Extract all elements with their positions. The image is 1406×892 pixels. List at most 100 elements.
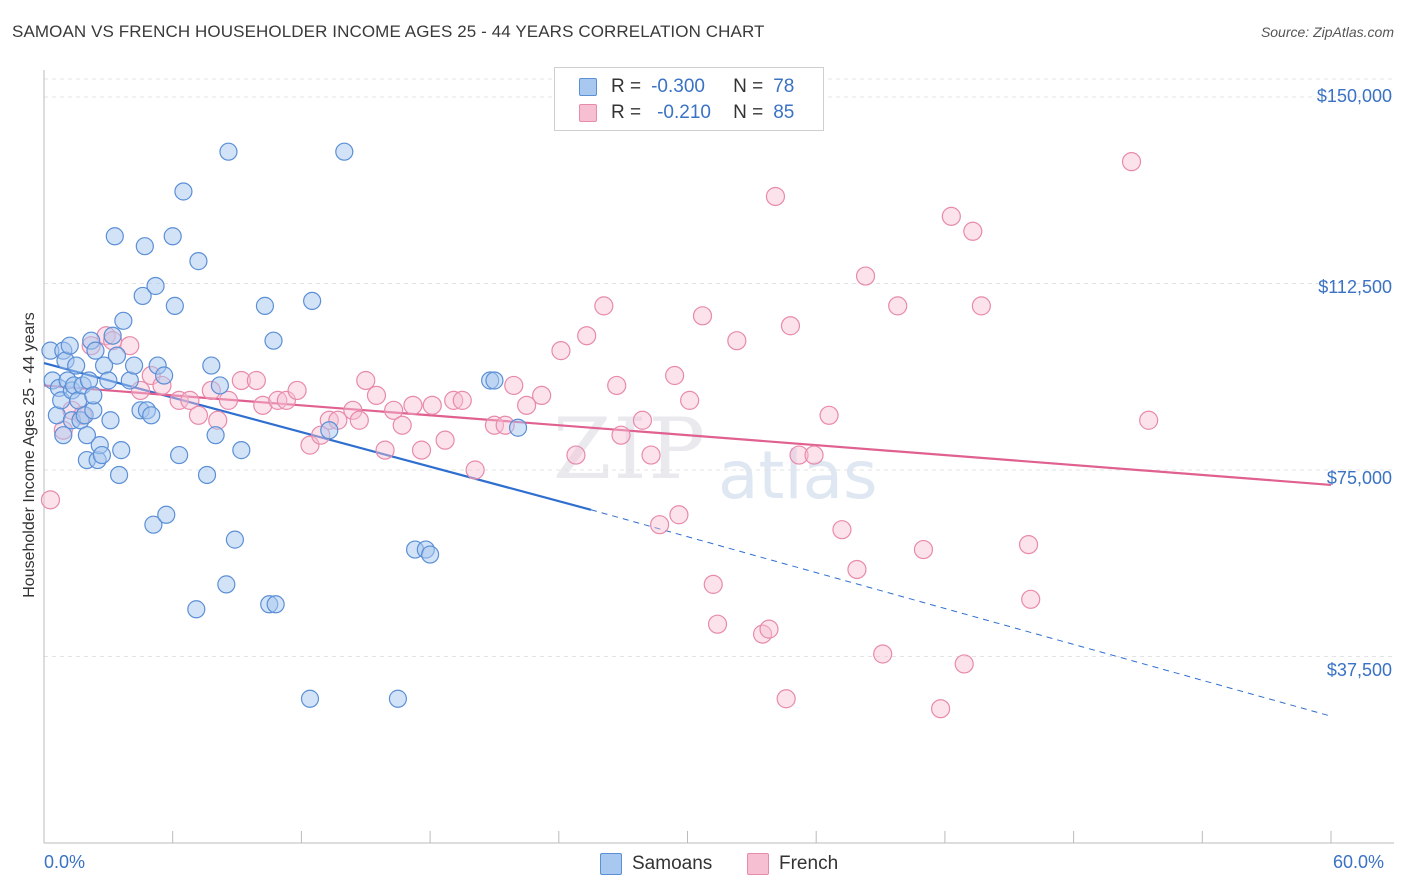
grid-lines (44, 78, 1394, 657)
chart-title: SAMOAN VS FRENCH HOUSEHOLDER INCOME AGES… (12, 22, 765, 41)
samoans-r-value: -0.300 (651, 76, 705, 97)
french-point (349, 410, 369, 430)
french-point (246, 370, 266, 391)
french-point (551, 341, 571, 361)
samoans-point (54, 426, 73, 445)
french-point (941, 206, 961, 226)
chart-source: Source: ZipAtlas.com (1260, 24, 1394, 40)
correlation-legend: R = -0.300 N = 78 R = -0.210 N = 85 (554, 67, 824, 131)
french-point (276, 390, 296, 410)
samoans-point (105, 227, 124, 246)
x-tick-label-min: 0.0% (44, 852, 86, 872)
samoans-point (202, 356, 221, 375)
french-point (1121, 152, 1142, 172)
samoans-point (124, 356, 144, 375)
french-point (665, 365, 685, 386)
samoans-swatch (579, 78, 597, 96)
french-point (765, 186, 786, 207)
samoans-point (225, 530, 245, 549)
french-point (1021, 589, 1041, 609)
french-point (607, 375, 627, 396)
french-point (780, 316, 801, 336)
samoans-point (155, 366, 174, 385)
bottom-french-swatch (747, 853, 769, 875)
y-tick-label-150000: $150,000 (1316, 86, 1392, 106)
french-point (504, 375, 524, 396)
samoans-point (217, 575, 236, 594)
samoans-point (264, 331, 283, 350)
samoans-point (232, 441, 251, 460)
french-point (954, 654, 974, 674)
french-point (366, 385, 387, 405)
french-point (392, 415, 412, 435)
french-n-label: N = (733, 102, 764, 123)
french-point (727, 331, 747, 351)
samoans-point (142, 406, 161, 425)
french-point (594, 296, 614, 316)
watermark-zip: ZIP (553, 400, 708, 498)
french-point (888, 296, 908, 316)
x-tick-label-max: 60.0% (1333, 852, 1385, 872)
french-point (452, 390, 472, 410)
french-point (913, 539, 934, 560)
samoans-n-value: 78 (773, 76, 795, 97)
samoans-point (101, 411, 120, 430)
samoans-point (421, 545, 440, 564)
french-point (752, 624, 773, 644)
y-tick-label-112500: $112,500 (1318, 277, 1392, 297)
samoans-point (388, 689, 408, 708)
french-point (855, 266, 876, 286)
french-point (253, 395, 273, 415)
french-point (577, 326, 597, 346)
french-point (776, 689, 796, 709)
french-point (832, 520, 852, 540)
french-point (1139, 410, 1159, 430)
french-swatch (579, 104, 597, 122)
french-point (789, 445, 809, 465)
samoans-points (41, 142, 528, 708)
french-point (517, 395, 537, 415)
french-point (641, 445, 661, 465)
samoans-point (197, 465, 217, 485)
samoans-point (206, 426, 225, 445)
samoans-point (508, 418, 528, 437)
french-n-value: 85 (773, 102, 795, 123)
samoans-point (174, 182, 193, 201)
french-point (120, 336, 140, 356)
samoans-point (320, 421, 339, 440)
french-point (703, 574, 723, 594)
bottom-french-label: French (779, 853, 839, 874)
legend-row-samoans: R = -0.300 N = 78 (579, 74, 794, 100)
french-point (611, 425, 631, 445)
samoans-point (266, 595, 285, 614)
french-trend-line-segment (43, 384, 1332, 487)
french-point (356, 370, 376, 391)
french-point (707, 614, 728, 634)
french-point (566, 445, 586, 465)
french-point (218, 390, 239, 410)
french-point (680, 390, 700, 410)
french-point (188, 405, 209, 425)
french-point (1018, 534, 1039, 555)
samoans-point (86, 341, 105, 360)
y-tick-label-37500: $37,500 (1326, 660, 1392, 680)
french-point (931, 699, 951, 719)
french-point (819, 405, 839, 425)
french-points (40, 152, 1159, 719)
french-point (180, 390, 200, 410)
samoans-point (114, 311, 133, 330)
samoans-point (112, 441, 131, 460)
french-point (971, 296, 991, 316)
samoans-point (485, 371, 504, 390)
watermark-atlas: atlas (718, 437, 878, 514)
french-point (669, 505, 689, 525)
french-point (169, 390, 189, 410)
axes (43, 70, 1394, 844)
french-point (759, 619, 779, 639)
french-point (532, 385, 552, 405)
samoans-point (219, 142, 238, 161)
bottom-samoans-swatch (600, 853, 622, 875)
bottom-legend-samoans: Samoans (600, 852, 712, 876)
legend-row-french: R = -0.210 N = 85 (579, 100, 794, 126)
